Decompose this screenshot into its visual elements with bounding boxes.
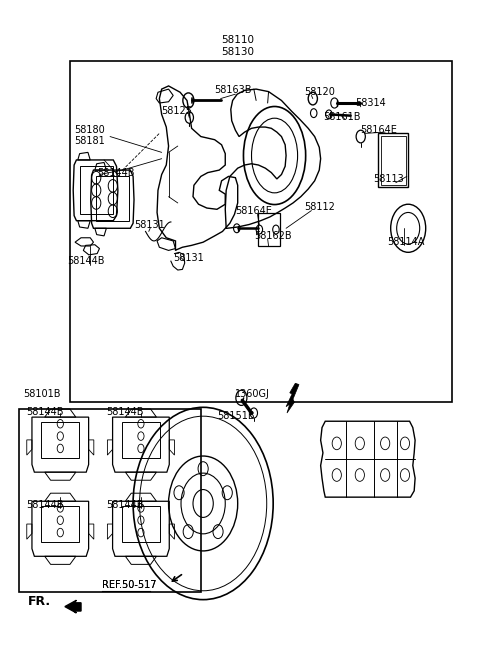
Bar	[80, 165, 113, 214]
Bar	[381, 136, 406, 185]
Polygon shape	[286, 384, 299, 413]
Text: 58120: 58120	[304, 87, 336, 97]
Bar	[70, 61, 452, 402]
Bar	[41, 507, 79, 542]
Text: 58144B: 58144B	[67, 256, 105, 266]
Text: 58125: 58125	[162, 105, 192, 116]
Bar	[122, 507, 160, 542]
Text: 58161B: 58161B	[323, 112, 360, 122]
Text: 58144B: 58144B	[97, 167, 135, 178]
Text: 58131: 58131	[173, 253, 204, 263]
Text: 58180: 58180	[74, 125, 105, 134]
Text: 58163B: 58163B	[215, 86, 252, 96]
Text: 58144B: 58144B	[26, 407, 63, 416]
Text: 58110: 58110	[221, 35, 254, 45]
Bar	[19, 409, 201, 592]
Text: 58164E: 58164E	[235, 206, 272, 215]
Text: 58144B: 58144B	[107, 407, 144, 416]
Text: 58112: 58112	[304, 202, 336, 212]
Text: 58144B: 58144B	[107, 500, 144, 510]
Bar	[378, 133, 408, 187]
Polygon shape	[65, 600, 81, 613]
Text: 58144B: 58144B	[26, 500, 63, 510]
Text: 58151B: 58151B	[217, 411, 254, 421]
Text: REF.50-517: REF.50-517	[102, 580, 156, 590]
Text: 58162B: 58162B	[254, 231, 291, 241]
Text: 58113: 58113	[373, 174, 404, 184]
Text: 1360GJ: 1360GJ	[235, 389, 270, 399]
Text: 58101B: 58101B	[24, 389, 61, 399]
Bar	[257, 213, 280, 246]
Text: 58131: 58131	[134, 219, 165, 229]
Text: 58164E: 58164E	[360, 125, 396, 134]
Text: REF.50-517: REF.50-517	[102, 580, 156, 590]
Text: 58114A: 58114A	[387, 237, 425, 247]
Text: FR.: FR.	[28, 595, 51, 608]
Bar	[96, 176, 130, 221]
Bar	[41, 422, 79, 458]
Text: 58181: 58181	[74, 136, 105, 146]
Bar	[122, 422, 160, 458]
Text: 58314: 58314	[355, 98, 386, 108]
Text: 58130: 58130	[221, 47, 254, 57]
